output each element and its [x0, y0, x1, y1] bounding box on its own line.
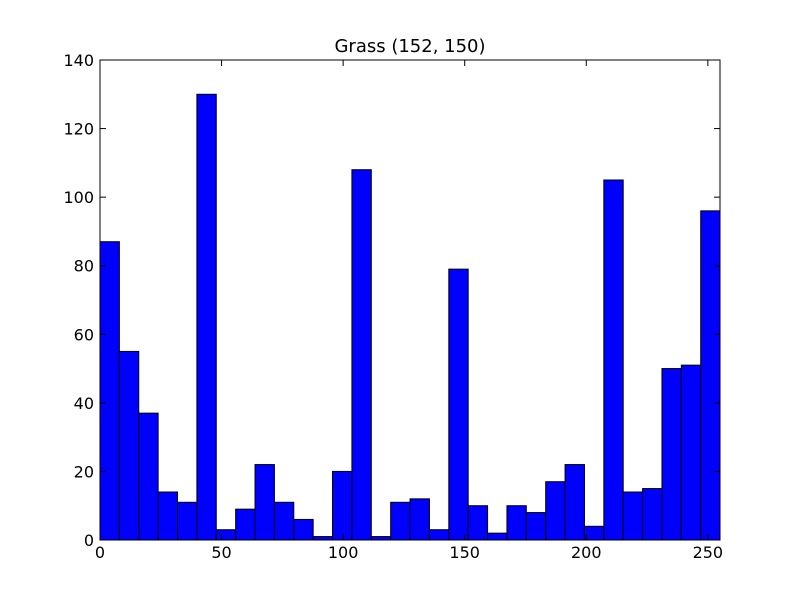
y-tick-label-5: 100: [63, 188, 94, 207]
y-tick-label-2: 40: [74, 394, 94, 413]
histogram-bar-17: [428, 529, 450, 541]
histogram-bar-21: [506, 505, 527, 541]
histogram-bar-12: [332, 470, 353, 541]
histogram-bar-13: [351, 169, 372, 541]
histogram-bar-16: [409, 498, 430, 541]
chart-title: Grass (152, 150): [334, 36, 485, 57]
histogram-bar-8: [254, 464, 275, 541]
bars-group: [99, 93, 721, 541]
y-tick-label-0: 0: [84, 531, 94, 550]
histogram-bar-0: [99, 241, 120, 541]
histogram-bar-18: [448, 268, 469, 541]
y-tick-label-7: 140: [63, 51, 94, 70]
histogram-bar-11: [312, 536, 334, 541]
histogram-bar-27: [622, 491, 644, 541]
histogram-bar-28: [642, 488, 663, 541]
histogram-bar-7: [235, 508, 256, 541]
x-tick-label-5: 250: [693, 543, 724, 562]
plot-frame: [99, 59, 721, 541]
histogram-bar-4: [177, 501, 198, 541]
x-tick-label-1: 50: [211, 543, 231, 562]
y-tick-label-3: 60: [74, 325, 94, 344]
histogram-bar-14: [370, 536, 392, 541]
y-tick-label-6: 120: [63, 120, 94, 139]
histogram-bar-23: [545, 481, 566, 541]
histogram-bar-24: [564, 464, 585, 541]
histogram-bar-6: [215, 529, 237, 541]
histogram-bar-9: [273, 501, 295, 541]
histogram-bar-26: [603, 179, 624, 541]
histogram-bar-15: [390, 501, 411, 541]
histogram-bar-30: [680, 364, 702, 541]
histogram-bar-20: [487, 532, 508, 541]
histogram-bar-19: [467, 505, 489, 541]
histogram-bar-25: [583, 525, 605, 541]
x-tick-label-0: 0: [95, 543, 105, 562]
y-tick-label-4: 80: [74, 257, 94, 276]
histogram-bar-22: [525, 512, 547, 541]
ticks-group: 0 50 100 150 200 250 0 20 40 60 80 100 120 140: [63, 51, 723, 562]
histogram-bar-10: [293, 518, 314, 541]
histogram-bar-31: [700, 210, 721, 541]
histogram-bar-1: [118, 350, 140, 541]
histogram-bar-3: [157, 491, 179, 541]
histogram-bar-5: [196, 93, 217, 541]
x-tick-label-3: 150: [449, 543, 480, 562]
y-tick-label-1: 20: [74, 462, 94, 481]
x-tick-label-4: 200: [571, 543, 602, 562]
histogram-bar-29: [661, 368, 682, 541]
x-tick-label-2: 100: [328, 543, 359, 562]
histogram-bar-2: [138, 412, 159, 541]
